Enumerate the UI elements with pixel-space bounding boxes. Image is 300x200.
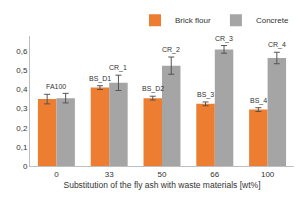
- svg-text:BS_3: BS_3: [197, 91, 214, 99]
- svg-text:0,4: 0,4: [16, 85, 28, 94]
- svg-text:0: 0: [54, 170, 59, 179]
- svg-text:Brick flour: Brick flour: [175, 16, 211, 25]
- svg-text:0,1: 0,1: [16, 143, 28, 152]
- svg-text:CR_4: CR_4: [268, 41, 286, 49]
- svg-text:66: 66: [210, 170, 219, 179]
- svg-text:0,2: 0,2: [16, 124, 28, 133]
- svg-text:0: 0: [23, 162, 28, 171]
- svg-text:BS_4: BS_4: [250, 97, 267, 105]
- svg-text:BS_D2: BS_D2: [142, 85, 164, 93]
- svg-text:33: 33: [105, 170, 114, 179]
- svg-text:BS_D1: BS_D1: [89, 75, 111, 83]
- svg-text:CR_2: CR_2: [162, 46, 180, 54]
- svg-text:CR_1: CR_1: [109, 64, 127, 72]
- svg-text:0,3: 0,3: [16, 104, 28, 113]
- svg-text:FA100: FA100: [46, 83, 66, 90]
- svg-text:100: 100: [261, 170, 275, 179]
- svg-text:0,6: 0,6: [16, 47, 28, 56]
- svg-text:Concrete: Concrete: [256, 16, 289, 25]
- svg-text:Substitution of the fly ash wi: Substitution of the fly ash with waste m…: [63, 180, 260, 190]
- svg-text:50: 50: [158, 170, 167, 179]
- svg-text:0,5: 0,5: [16, 66, 28, 75]
- svg-text:CR_3: CR_3: [215, 35, 233, 43]
